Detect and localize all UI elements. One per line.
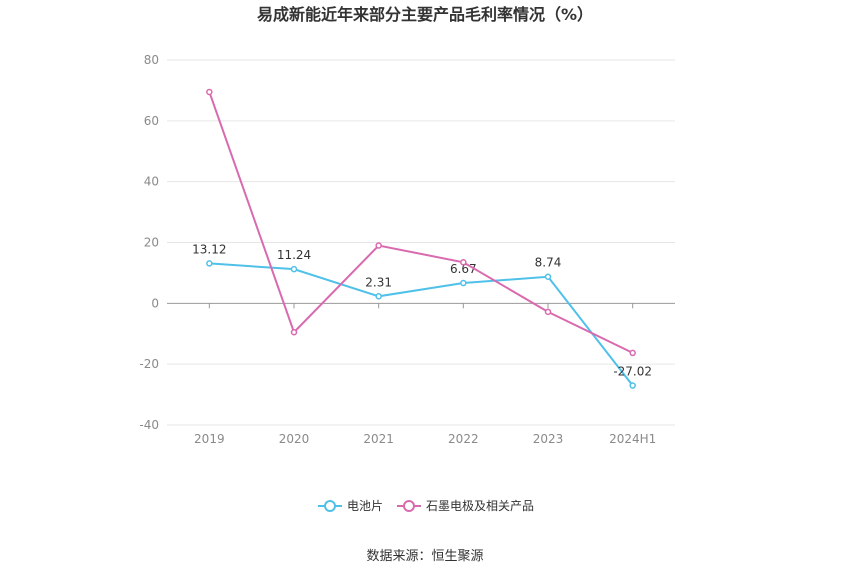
- chart-title: 易成新能近年来部分主要产品毛利率情况（%）: [257, 5, 593, 24]
- data-point: [290, 328, 298, 336]
- legend-marker-icon: [324, 500, 336, 512]
- data-label: 11.24: [277, 248, 311, 262]
- grid: [167, 59, 675, 426]
- legend-marker-icon: [403, 500, 415, 512]
- legend[interactable]: 电池片 石墨电极及相关产品: [318, 499, 534, 513]
- y-tick-label: 60: [144, 114, 159, 128]
- data-label: 8.74: [535, 256, 562, 270]
- data-point: [460, 259, 467, 266]
- x-tick-label: 2021: [363, 432, 394, 446]
- x-tick-label: 2023: [533, 432, 564, 446]
- series-line-1: [208, 91, 634, 354]
- data-point: [206, 260, 213, 267]
- data-label: -27.02: [613, 365, 652, 379]
- y-tick-label: 40: [144, 175, 159, 189]
- y-tick-label: -20: [139, 357, 159, 371]
- data-point: [544, 273, 552, 280]
- data-point: [375, 293, 382, 300]
- series-group: 13.12 11.242.316.67 8.74-27.02: [192, 88, 652, 389]
- x-tick-label: 2024H1: [609, 432, 656, 446]
- data-point: [629, 349, 636, 357]
- data-point: [375, 242, 382, 249]
- legend-label: 电池片: [347, 499, 383, 513]
- y-tick-label: 20: [144, 236, 159, 250]
- series-line-0: [209, 262, 634, 387]
- source-note: 数据来源：恒生聚源: [366, 549, 483, 564]
- x-axis: 2019 2020 2021 2022 2023 2024H1: [194, 303, 656, 446]
- y-axis: 80 60 40 20 0 -20 -40: [139, 53, 159, 432]
- x-tick-label: 2019: [194, 432, 225, 446]
- data-label: 13.12: [192, 242, 226, 256]
- x-tick-label: 2020: [279, 432, 310, 446]
- data-point: [629, 382, 636, 389]
- y-tick-label: -40: [139, 418, 159, 432]
- data-point: [206, 88, 213, 96]
- y-tick-label: 0: [151, 296, 159, 310]
- x-tick-label: 2022: [448, 432, 479, 446]
- data-point: [460, 279, 467, 287]
- y-tick-label: 80: [144, 53, 159, 67]
- legend-label: 石墨电极及相关产品: [426, 499, 534, 513]
- data-label: 2.31: [365, 275, 392, 289]
- data-point: [290, 265, 298, 273]
- data-point: [544, 308, 552, 316]
